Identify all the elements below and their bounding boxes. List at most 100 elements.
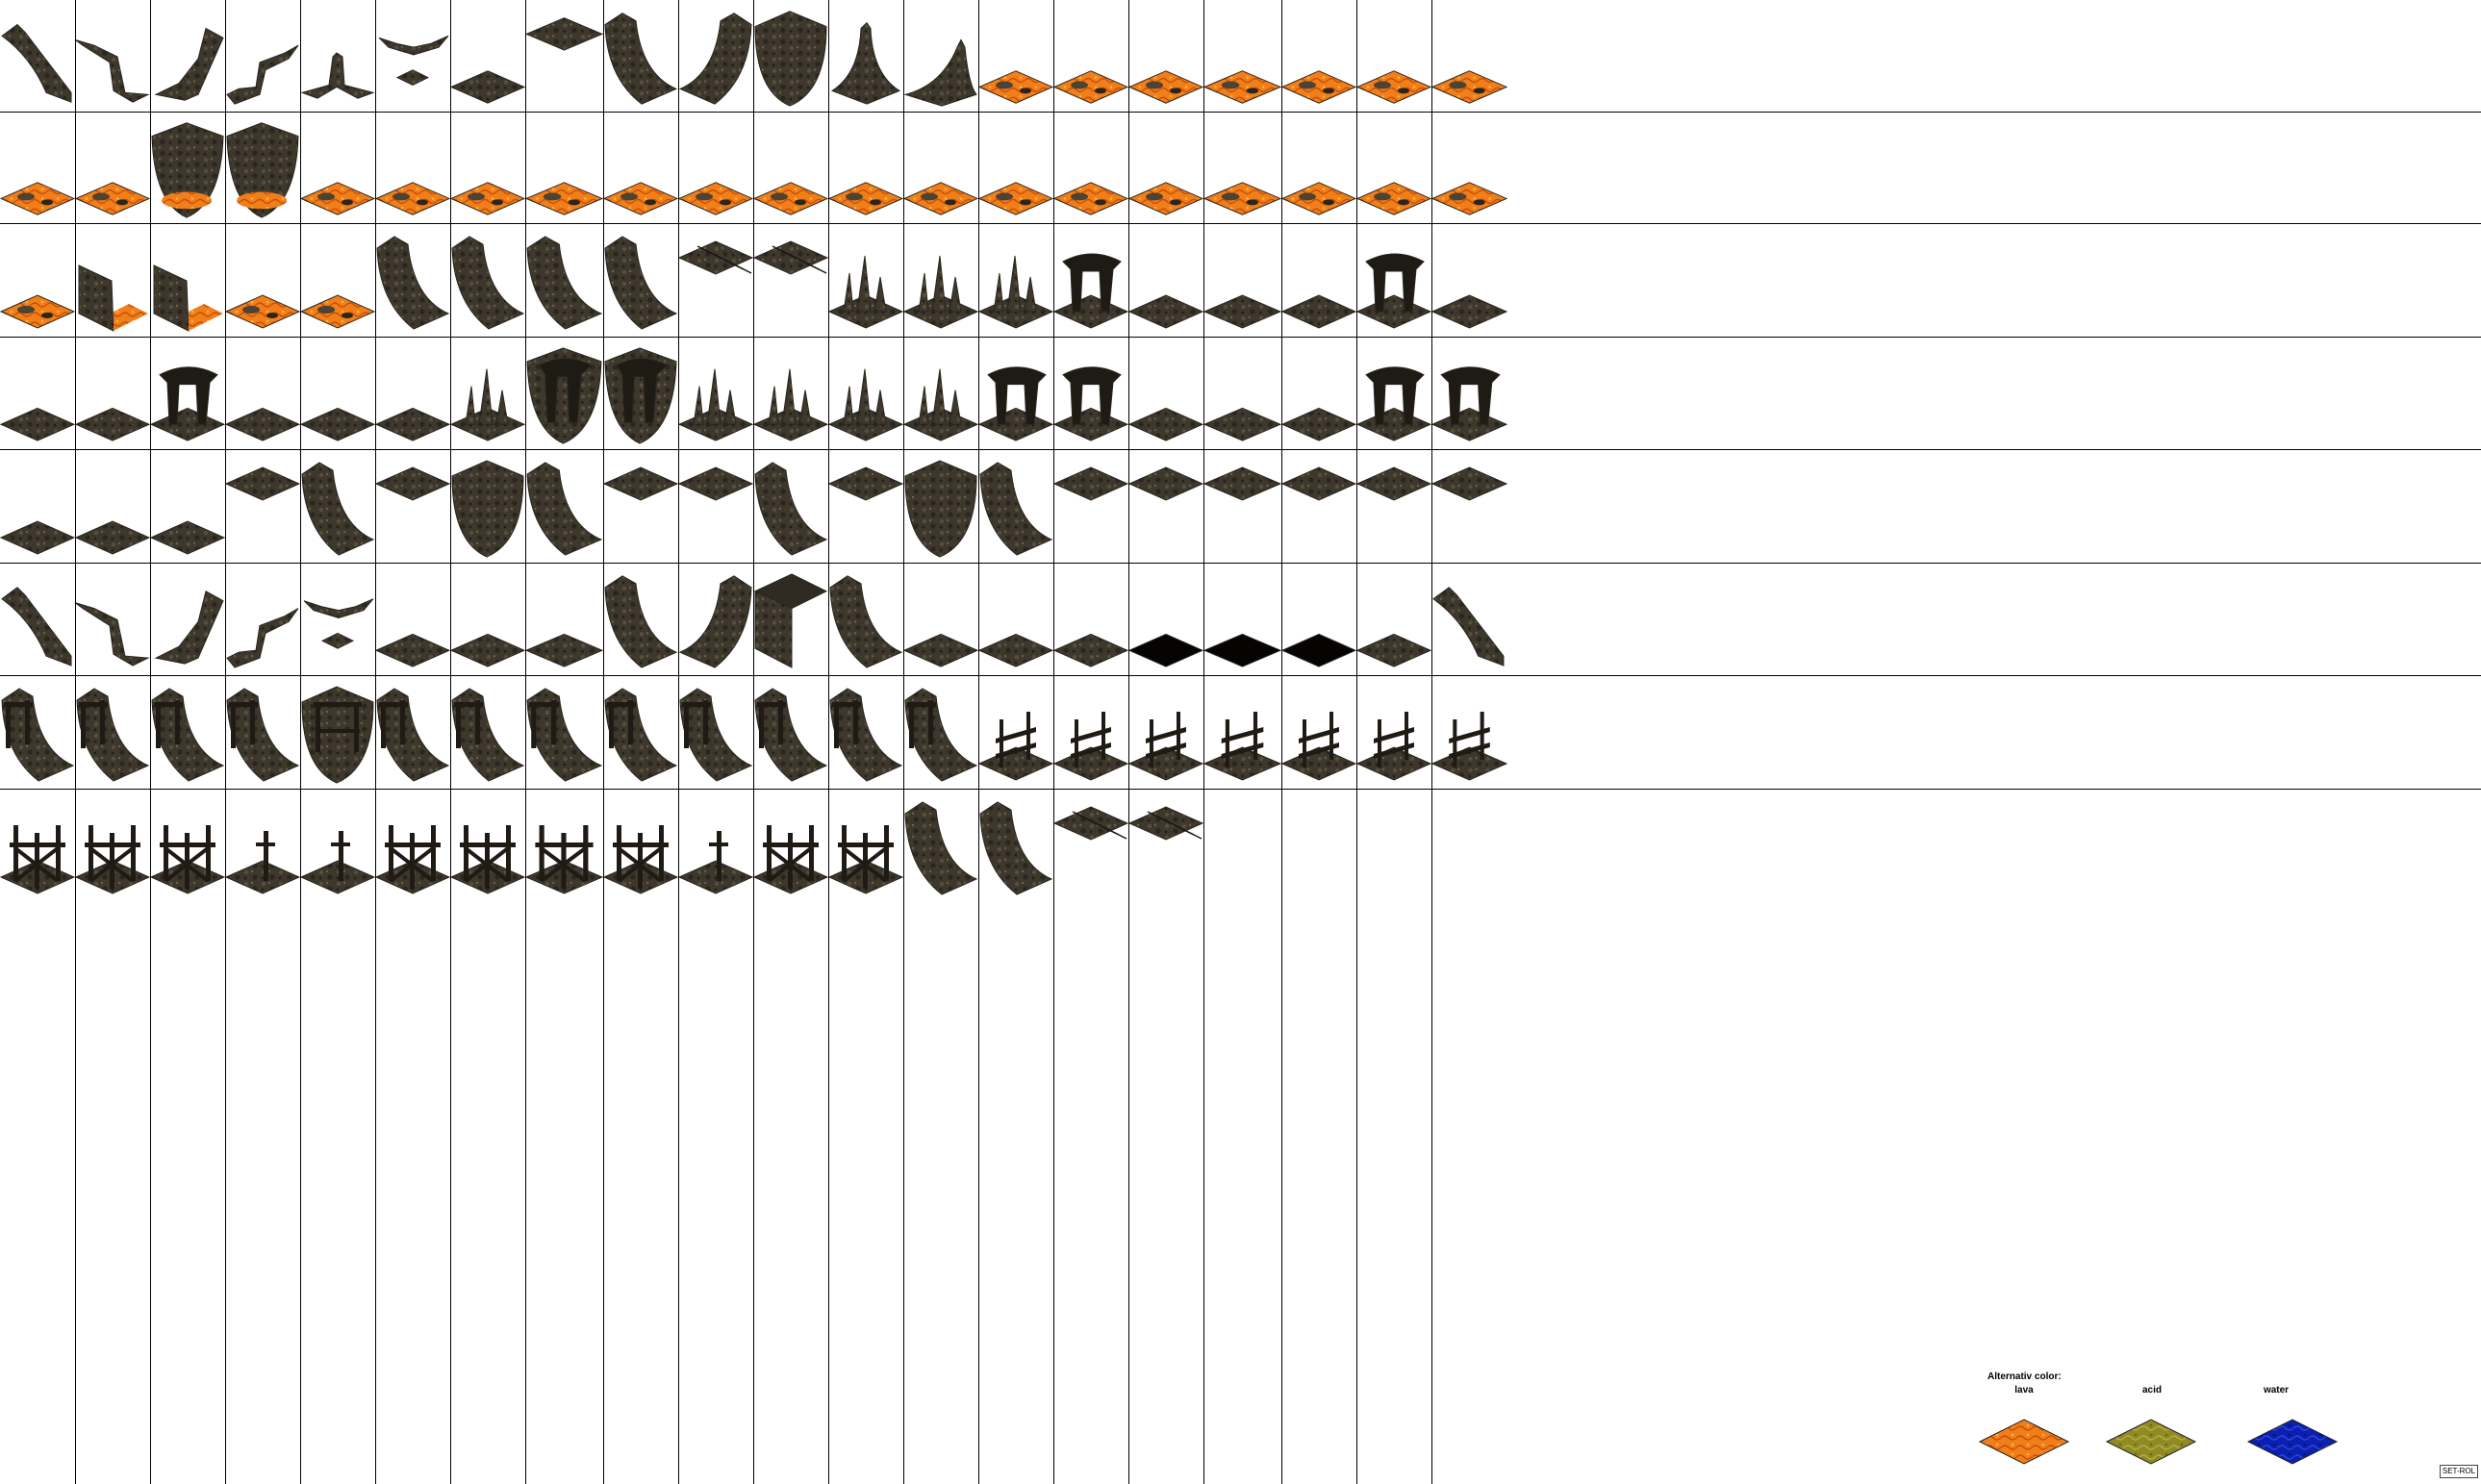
tile-fence bbox=[1355, 712, 1432, 781]
tile-lava-floor bbox=[74, 182, 151, 215]
tile-floor-raised bbox=[677, 466, 754, 501]
tile-wall-right bbox=[154, 27, 224, 101]
tile-lava-floor bbox=[1430, 70, 1508, 104]
tile-mine-wall bbox=[76, 688, 150, 782]
tile-stalagmites bbox=[752, 368, 829, 441]
tile-stairs bbox=[1052, 806, 1129, 841]
tile-lava-floor bbox=[0, 294, 76, 329]
tile-floor-black bbox=[1127, 633, 1204, 667]
tile-stairs bbox=[752, 240, 829, 275]
tile-floor-raised bbox=[827, 466, 904, 501]
tile-wall-curve-both bbox=[451, 460, 524, 558]
tile-lava-floor bbox=[299, 182, 376, 215]
tile-stalagmites bbox=[677, 368, 754, 441]
tile-scaffold bbox=[0, 825, 76, 894]
tile-floor bbox=[299, 407, 376, 441]
tile-fence bbox=[1280, 712, 1357, 781]
tile-stalagmites bbox=[902, 255, 979, 329]
tile-spike-double bbox=[903, 38, 977, 107]
tile-wall-curve-left bbox=[526, 462, 603, 556]
tile-lava-floor bbox=[752, 182, 829, 215]
tile-wall-diag bbox=[74, 602, 150, 667]
tile-lava-wall-curve bbox=[151, 122, 224, 218]
tile-ridge-small bbox=[378, 35, 449, 87]
tile-fence bbox=[1052, 712, 1129, 781]
tile-mine-wall bbox=[151, 688, 225, 782]
legend-swatch-lava bbox=[1978, 1419, 2070, 1465]
tile-floor bbox=[977, 633, 1054, 667]
tile-wall-curve-left bbox=[604, 575, 678, 668]
tile-pillar-wall bbox=[526, 347, 602, 444]
tile-floor bbox=[449, 633, 526, 667]
tile-spike-tall bbox=[830, 21, 901, 105]
tile-pillar-arch bbox=[1052, 253, 1129, 329]
tile-floor bbox=[374, 407, 451, 441]
tile-post bbox=[224, 831, 301, 894]
tile-scaffold bbox=[74, 825, 151, 894]
tile-floor bbox=[1127, 294, 1204, 329]
tile-lava-wall-curve bbox=[226, 122, 299, 218]
tile-floor-black bbox=[1280, 633, 1357, 667]
tile-lava-floor bbox=[1355, 182, 1432, 215]
tile-lava-floor bbox=[1203, 70, 1282, 104]
tile-lava-floor bbox=[977, 182, 1054, 215]
tile-pillar-arch bbox=[149, 366, 226, 441]
tile-fence bbox=[1430, 712, 1508, 781]
tile-stalagmites bbox=[827, 255, 904, 329]
tile-pillar-arch bbox=[977, 366, 1054, 441]
tile-ridge-small bbox=[303, 598, 374, 649]
tile-floor-raised bbox=[224, 466, 301, 501]
tile-lava-floor bbox=[977, 70, 1054, 104]
tile-wall-corner bbox=[226, 44, 299, 105]
tile-mine-wall bbox=[1, 688, 75, 782]
tile-scaffold bbox=[827, 825, 904, 894]
tile-lava-floor bbox=[1052, 70, 1129, 104]
tile-lava-floor bbox=[1127, 70, 1204, 104]
tile-floor bbox=[74, 407, 151, 441]
tile-mine-wall bbox=[904, 688, 978, 782]
tile-pillar-arch bbox=[1052, 366, 1129, 441]
tile-wall-left bbox=[1, 587, 72, 667]
tile-stalagmites bbox=[902, 368, 979, 441]
tile-lava-floor bbox=[374, 182, 451, 215]
tile-pillar-arch bbox=[1355, 253, 1432, 329]
tile-mine-wall bbox=[376, 688, 450, 782]
tile-pillar-wall bbox=[604, 347, 677, 444]
tile-wall-peak bbox=[300, 52, 375, 99]
tile-floor bbox=[1280, 294, 1357, 329]
tile-floor bbox=[74, 520, 151, 555]
tile-wall-curve-both bbox=[904, 460, 977, 558]
tile-lava-floor bbox=[1127, 182, 1204, 215]
tile-post bbox=[299, 831, 376, 894]
watermark-stamp: SET-ROL bbox=[2440, 1465, 2478, 1478]
tile-floor bbox=[524, 633, 604, 667]
tile-floor bbox=[374, 633, 451, 667]
tile-wall-curve-both bbox=[754, 11, 827, 107]
tile-scaffold bbox=[149, 825, 226, 894]
tile-lava-floor bbox=[0, 182, 76, 215]
tile-floor-raised bbox=[602, 466, 679, 501]
tile-mine-wall bbox=[226, 688, 300, 782]
tile-wall-curve-left bbox=[604, 236, 678, 330]
tile-wall-curve-left bbox=[604, 13, 678, 105]
legend-swatch-water bbox=[2246, 1419, 2339, 1465]
tile-scaffold bbox=[752, 825, 829, 894]
tile-wall-curve-left bbox=[979, 462, 1053, 556]
tile-mine-wall bbox=[451, 688, 525, 782]
tile-post bbox=[677, 831, 754, 894]
tile-floor bbox=[1203, 294, 1282, 329]
tile-floor-black bbox=[1203, 633, 1282, 667]
tile-floor bbox=[149, 520, 226, 555]
tile-lava-floor bbox=[1280, 70, 1357, 104]
tile-wall-left bbox=[1, 23, 72, 103]
tile-mine-wall bbox=[679, 688, 753, 782]
tile-floor bbox=[1203, 407, 1282, 441]
tile-stairs bbox=[1127, 806, 1204, 841]
tile-floor-raised bbox=[1355, 466, 1432, 501]
tile-scaffold bbox=[602, 825, 679, 894]
tile-lava-floor bbox=[902, 182, 979, 215]
tile-wall-curve-left bbox=[451, 236, 525, 330]
tile-floor bbox=[449, 70, 526, 104]
tile-wall-curve-left bbox=[376, 236, 450, 330]
